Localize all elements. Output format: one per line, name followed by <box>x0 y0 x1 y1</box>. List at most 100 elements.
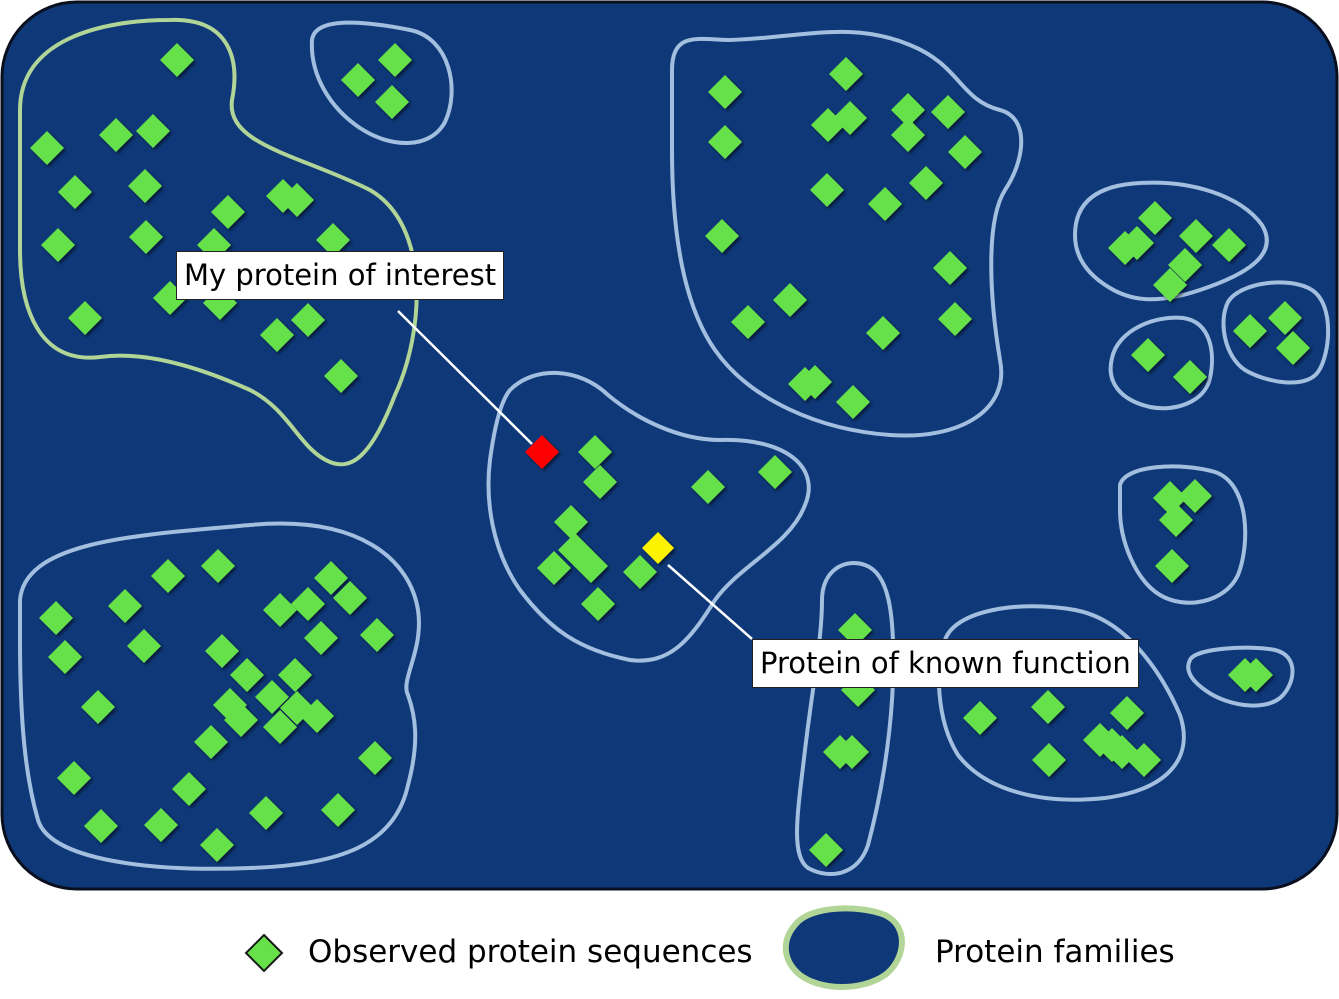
protein-sequence-marker <box>574 549 608 583</box>
protein-sequence-marker <box>160 43 194 77</box>
protein-sequence-marker <box>375 85 409 119</box>
protein-sequence-marker <box>1239 658 1273 692</box>
protein-sequence-marker <box>1032 743 1066 777</box>
protein-sequence-marker <box>623 555 657 589</box>
family-outline-right-4 <box>1118 464 1248 605</box>
protein-sequence-marker <box>324 359 358 393</box>
protein-sequence-marker <box>291 587 325 621</box>
protein-sequence-marker <box>891 118 925 152</box>
family-outline-center <box>486 370 811 663</box>
protein-of-interest-marker <box>525 435 559 469</box>
protein-sequence-marker <box>260 318 294 352</box>
protein-sequence-marker <box>731 305 765 339</box>
protein-sequence-marker <box>255 680 289 714</box>
protein-sequence-marker <box>205 634 239 668</box>
protein-sequence-marker <box>224 703 258 737</box>
protein-sequence-marker <box>1031 690 1065 724</box>
protein-sequence-marker <box>201 549 235 583</box>
protein-sequence-marker <box>773 283 807 317</box>
protein-sequence-marker <box>30 131 64 165</box>
family-outline-top-right-large <box>670 29 1024 438</box>
protein-sequence-marker <box>127 629 161 663</box>
protein-sequence-marker <box>211 195 245 229</box>
protein-sequence-marker <box>136 114 170 148</box>
protein-sequence-marker <box>41 228 75 262</box>
protein-sequence-marker <box>1178 479 1212 513</box>
protein-sequence-marker <box>891 93 925 127</box>
family-outline-bottom-right <box>936 604 1186 802</box>
family-outline-right-5 <box>1186 645 1295 708</box>
protein-sequence-marker <box>144 808 178 842</box>
protein-sequence-marker <box>963 701 997 735</box>
protein-sequence-marker <box>378 43 412 77</box>
family-outline-top-small <box>309 20 454 145</box>
protein-sequence-marker <box>581 587 615 621</box>
protein-sequence-marker <box>263 710 297 744</box>
protein-sequence-marker <box>316 223 350 257</box>
protein-sequence-marker <box>280 183 314 217</box>
blob-icon <box>782 905 905 990</box>
protein-sequence-marker <box>708 125 742 159</box>
protein-sequence-marker <box>758 455 792 489</box>
protein-sequence-marker <box>868 187 902 221</box>
protein-sequence-marker <box>578 435 612 469</box>
protein-sequence-marker <box>708 75 742 109</box>
protein-sequence-marker <box>933 251 967 285</box>
protein-sequence-marker <box>333 581 367 615</box>
protein-sequence-marker <box>1155 549 1189 583</box>
protein-sequence-marker <box>81 690 115 724</box>
protein-sequence-marker <box>194 725 228 759</box>
protein-sequence-marker <box>68 301 102 335</box>
protein-sequence-marker <box>866 316 900 350</box>
protein-sequence-marker <box>84 809 118 843</box>
protein-sequence-marker <box>537 551 571 585</box>
family-outline-bottom-left <box>18 521 421 871</box>
protein-of-interest-pointer <box>397 310 533 445</box>
protein-sequence-marker <box>948 135 982 169</box>
protein-sequence-marker <box>300 699 334 733</box>
protein-of-interest-callout: My protein of interest <box>176 251 505 300</box>
protein-sequence-marker <box>836 385 870 419</box>
protein-sequence-marker <box>938 302 972 336</box>
protein-sequence-marker <box>358 741 392 775</box>
family-outline-right-3 <box>1221 280 1331 385</box>
protein-sequence-marker <box>583 465 617 499</box>
protein-sequence-marker <box>1179 219 1213 253</box>
protein-sequence-marker <box>554 505 588 539</box>
protein-sequence-marker <box>1131 338 1165 372</box>
protein-sequence-marker <box>1212 228 1246 262</box>
protein-sequence-marker <box>128 169 162 203</box>
protein-sequence-marker <box>304 621 338 655</box>
protein-sequence-marker <box>1268 301 1302 335</box>
protein-sequence-marker <box>1127 743 1161 777</box>
protein-sequence-marker <box>278 658 312 692</box>
protein-sequence-marker <box>1173 360 1207 394</box>
protein-sequence-marker <box>360 618 394 652</box>
protein-sequence-marker <box>931 95 965 129</box>
legend-families-label: Protein families <box>935 934 1175 970</box>
protein-sequence-marker <box>1110 696 1144 730</box>
protein-sequence-marker <box>48 640 82 674</box>
protein-sequence-marker <box>838 613 872 647</box>
protein-sequence-marker <box>321 793 355 827</box>
protein-sequence-marker <box>809 833 843 867</box>
protein-sequence-marker <box>1138 201 1172 235</box>
protein-sequence-marker <box>57 761 91 795</box>
family-outline-right-2 <box>1108 315 1214 411</box>
protein-sequence-marker <box>200 828 234 862</box>
protein-sequence-marker <box>249 796 283 830</box>
protein-sequence-marker <box>798 365 832 399</box>
known-function-callout: Protein of known function <box>752 639 1139 688</box>
protein-sequence-marker <box>835 735 869 769</box>
protein-sequence-marker <box>341 63 375 97</box>
protein-sequence-marker <box>1276 331 1310 365</box>
protein-sequence-marker <box>99 118 133 152</box>
green-diamond-icon <box>244 933 284 973</box>
protein-sequence-marker <box>691 470 725 504</box>
protein-sequence-marker <box>1168 248 1202 282</box>
known-function-marker <box>642 532 674 564</box>
protein-sequence-marker <box>833 101 867 135</box>
family-outline-large-left <box>18 17 419 467</box>
protein-sequence-marker <box>810 173 844 207</box>
